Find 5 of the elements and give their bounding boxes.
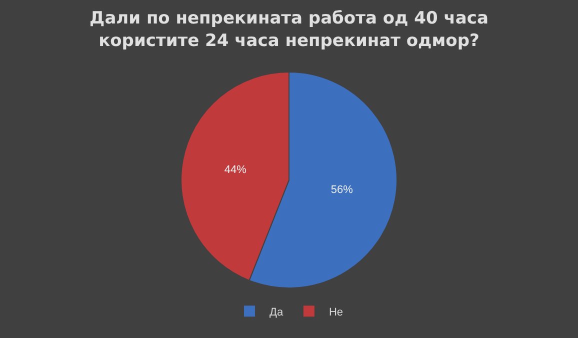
data-label: 44% xyxy=(224,164,247,176)
legend-label: Не xyxy=(328,306,344,318)
chart-title: Дали по непрекината работа од 40 часа користите 24 часа непрекинат одмор? xyxy=(90,8,488,51)
data-label: 56% xyxy=(330,184,354,196)
legend-label: Да xyxy=(270,306,284,318)
